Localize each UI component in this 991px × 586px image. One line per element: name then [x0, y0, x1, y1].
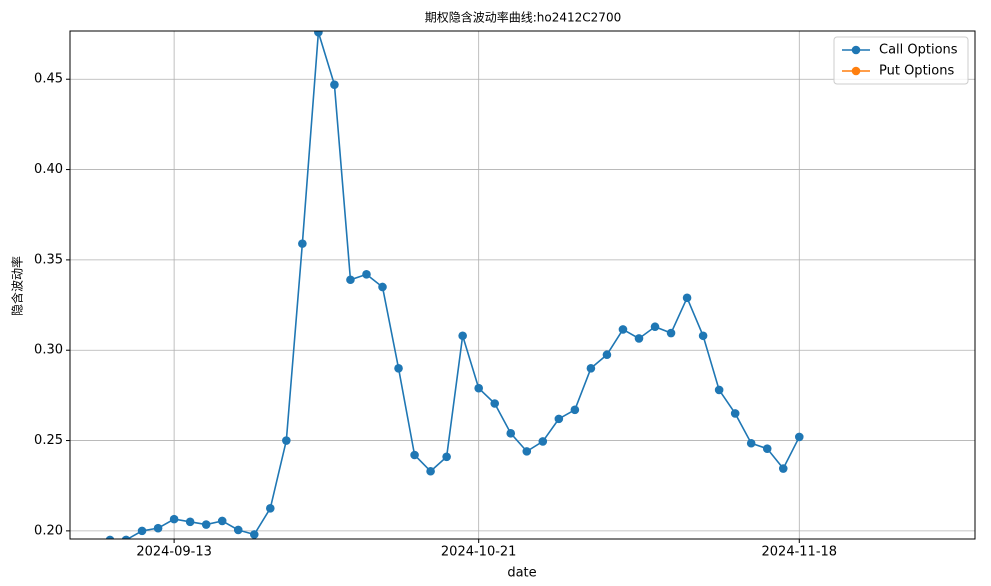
x-tick-label: 2024-11-18 — [762, 545, 838, 560]
data-point — [169, 514, 179, 524]
y-tick-label: 0.20 — [34, 523, 63, 538]
data-point — [362, 270, 371, 279]
data-point — [794, 432, 804, 442]
data-point — [137, 526, 147, 536]
y-tick-label: 0.40 — [34, 162, 63, 177]
data-point — [201, 520, 211, 529]
data-point — [410, 450, 419, 460]
data-point — [570, 405, 580, 415]
data-point — [249, 530, 259, 539]
data-point — [538, 437, 548, 446]
data-point — [746, 438, 756, 448]
data-point — [121, 535, 131, 539]
data-point — [105, 535, 115, 539]
data-point — [298, 239, 307, 248]
data-point — [762, 444, 772, 453]
data-point — [153, 523, 163, 533]
data-point — [378, 282, 387, 292]
data-point — [266, 503, 275, 513]
legend: Call Options Put Options — [833, 36, 969, 85]
chart-title: 期权隐含波动率曲线:ho2412C2700 — [425, 10, 621, 25]
data-point — [490, 399, 500, 408]
data-point — [650, 322, 660, 332]
data-point — [426, 466, 435, 476]
x-tick-label: 2024-09-13 — [136, 545, 212, 560]
data-point — [618, 325, 628, 334]
data-point — [217, 516, 227, 526]
y-tick-label: 0.30 — [34, 343, 63, 358]
legend-marker — [851, 66, 861, 76]
plot-area — [105, 31, 804, 539]
data-point — [586, 363, 596, 373]
data-point — [233, 525, 243, 535]
data-point — [730, 409, 740, 418]
series-line — [126, 32, 801, 539]
data-point — [602, 350, 612, 360]
data-point — [666, 328, 676, 338]
data-point — [314, 31, 323, 37]
axes-frame — [69, 30, 976, 540]
legend-label: Put Options — [879, 64, 954, 79]
data-point — [778, 464, 788, 473]
legend-label: Call Options — [879, 43, 958, 58]
data-point — [634, 334, 644, 343]
data-point — [330, 80, 339, 89]
data-point — [506, 429, 516, 438]
y-tick-label: 0.35 — [34, 252, 63, 267]
x-axis-label: date — [507, 566, 536, 581]
legend-marker — [851, 45, 861, 55]
data-point — [282, 436, 291, 445]
data-point — [682, 293, 692, 303]
x-tick-label: 2024-10-21 — [441, 545, 517, 560]
data-point — [458, 331, 467, 341]
data-point — [714, 385, 724, 395]
y-tick-label: 0.25 — [34, 433, 63, 448]
data-point — [698, 331, 708, 341]
data-point — [522, 447, 532, 456]
data-point — [394, 363, 403, 373]
grid — [70, 31, 975, 539]
data-point — [346, 275, 355, 285]
data-point — [442, 452, 451, 462]
legend-box — [833, 36, 969, 85]
data-point — [474, 383, 483, 393]
data-point — [554, 414, 564, 424]
data-point — [185, 517, 195, 527]
y-axis-label: 隐含波动率 — [10, 256, 25, 316]
y-tick-label: 0.45 — [34, 72, 63, 87]
